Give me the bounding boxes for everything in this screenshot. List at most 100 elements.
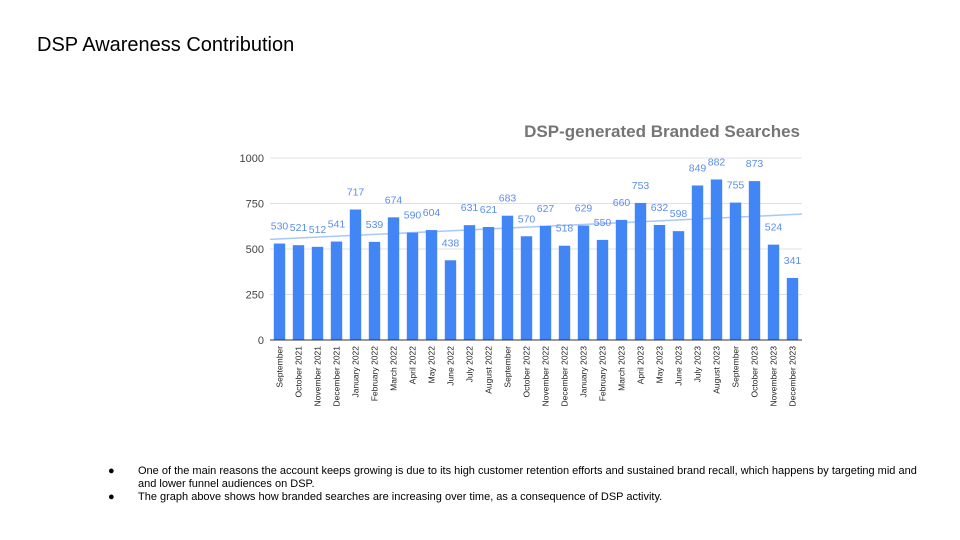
- data-label: 631: [461, 202, 479, 214]
- bullet-text: One of the main reasons the account keep…: [138, 465, 917, 490]
- data-label: 518: [556, 223, 574, 235]
- bar: [767, 244, 780, 340]
- data-label: 627: [537, 203, 555, 215]
- bar: [672, 231, 685, 340]
- data-label: 604: [423, 207, 441, 219]
- data-label: 629: [575, 203, 593, 215]
- x-tick-label: September: [731, 346, 741, 388]
- bar-chart: DSP-generated Branded Searches 530 521 512…: [240, 122, 803, 406]
- data-label: 873: [746, 158, 764, 170]
- bullet-text: The graph above shows how branded search…: [138, 491, 663, 503]
- data-label: 621: [480, 204, 498, 216]
- bar: [349, 209, 362, 340]
- x-tick-label: December 2023: [788, 346, 798, 407]
- bar: [729, 202, 742, 340]
- x-tick-label: August 2022: [484, 346, 494, 394]
- bar: [710, 179, 723, 340]
- x-tick-label: April 2022: [408, 346, 418, 385]
- bar: [596, 239, 609, 340]
- bar: [786, 277, 799, 340]
- chart-title: DSP-generated Branded Searches: [524, 122, 800, 141]
- bar: [273, 243, 286, 340]
- x-tick-label: December 2021: [332, 346, 342, 407]
- y-tick-label: 500: [246, 244, 264, 256]
- bar: [653, 224, 666, 340]
- x-tick-label: December 2022: [560, 346, 570, 407]
- x-tick-label: June 2023: [674, 346, 684, 386]
- bar: [311, 246, 324, 340]
- data-label: 438: [442, 237, 460, 249]
- x-tick-label: October 2022: [522, 346, 532, 398]
- x-tick-label: October 2023: [750, 346, 760, 398]
- x-tick-label: November 2021: [313, 346, 323, 407]
- x-tick-label: May 2022: [427, 346, 437, 384]
- bar: [368, 241, 381, 340]
- bullet-item: ● One of the main reasons the account ke…: [108, 465, 918, 491]
- axes: 0 250 500 750 1000 September October 2021 Novem…: [240, 153, 802, 406]
- x-tick-label: February 2022: [370, 346, 380, 402]
- bar: [558, 245, 571, 340]
- x-tick-label: August 2023: [712, 346, 722, 394]
- bar: [691, 185, 704, 340]
- y-tick-label: 250: [246, 290, 264, 302]
- bar: [482, 226, 495, 340]
- bars: [273, 179, 799, 340]
- data-label: 755: [727, 180, 745, 192]
- bullet-item: ● The graph above shows how branded sear…: [108, 491, 918, 504]
- data-label: 550: [594, 217, 612, 229]
- bar: [615, 219, 628, 340]
- y-tick-label: 750: [246, 199, 264, 211]
- data-label: 512: [309, 224, 327, 236]
- x-tick-label: May 2023: [655, 346, 665, 384]
- data-label: 524: [765, 222, 783, 234]
- data-label: 530: [271, 221, 289, 233]
- x-tick-label: September: [275, 346, 285, 388]
- data-label: 341: [784, 255, 802, 267]
- bullet-icon: ●: [108, 491, 115, 503]
- data-label: 660: [613, 197, 631, 209]
- data-label: 753: [632, 180, 650, 192]
- bar: [387, 217, 400, 340]
- data-label: 541: [328, 219, 346, 231]
- bar: [330, 241, 343, 340]
- x-tick-label: January 2023: [579, 346, 589, 398]
- data-label: 598: [670, 208, 688, 220]
- x-tick-label: March 2022: [389, 346, 399, 391]
- x-tick-label: February 2023: [598, 346, 608, 402]
- bar: [501, 215, 514, 340]
- x-tick-label: April 2023: [636, 346, 646, 385]
- bar: [425, 230, 438, 340]
- x-tick-label: July 2022: [465, 346, 475, 383]
- slide-title: DSP Awareness Contribution: [37, 34, 295, 56]
- data-label: 521: [290, 222, 308, 234]
- x-tick-label: March 2023: [617, 346, 627, 391]
- bullet-icon: ●: [108, 465, 115, 477]
- y-tick-label: 1000: [240, 153, 264, 165]
- x-tick-label: July 2023: [693, 346, 703, 383]
- data-label: 717: [347, 187, 365, 199]
- y-tick-label: 0: [258, 335, 264, 347]
- data-label: 849: [689, 162, 707, 174]
- data-label: 539: [366, 219, 384, 231]
- bar: [577, 225, 590, 340]
- chart-container: DSP-generated Branded Searches 530 521 512…: [240, 122, 803, 406]
- x-tick-label: November 2023: [769, 346, 779, 407]
- x-tick-label: November 2022: [541, 346, 551, 407]
- data-label: 570: [518, 213, 536, 225]
- x-tick-label: September: [503, 346, 513, 388]
- data-label: 683: [499, 193, 517, 205]
- bar: [520, 236, 533, 340]
- data-label: 882: [708, 156, 726, 168]
- x-tick-label: January 2022: [351, 346, 361, 398]
- x-tick-label: October 2021: [294, 346, 304, 398]
- bar: [634, 202, 647, 340]
- bar: [539, 225, 552, 340]
- bar: [444, 260, 457, 340]
- bullet-list: ● One of the main reasons the account ke…: [108, 465, 918, 504]
- data-label: 590: [404, 210, 422, 222]
- x-tick-label: June 2022: [446, 346, 456, 386]
- bar: [406, 232, 419, 340]
- bar: [463, 225, 476, 340]
- data-label: 632: [651, 202, 669, 214]
